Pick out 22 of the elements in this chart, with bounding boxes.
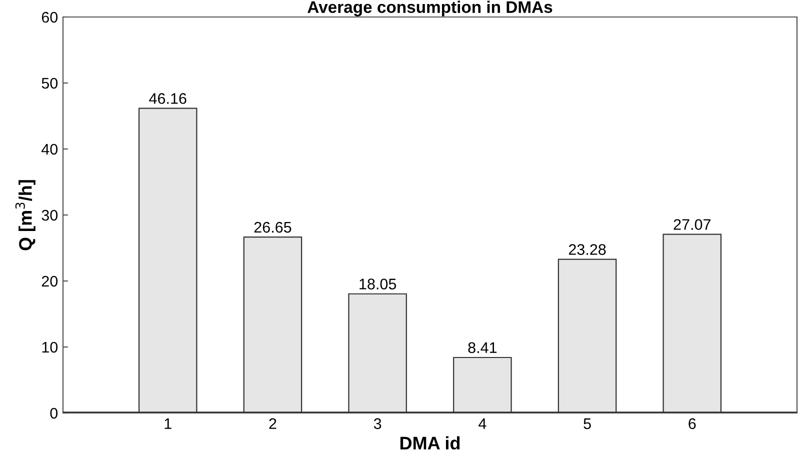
y-tick-label: 30: [42, 210, 58, 221]
data-label: 23.28: [568, 244, 606, 255]
data-label: 27.07: [674, 219, 710, 230]
x-tick-label: 5: [584, 418, 591, 430]
x-tick-label: 4: [478, 418, 486, 429]
x-tick-label: 6: [688, 418, 696, 430]
y-tick-label: 10: [42, 342, 58, 353]
data-label: 8.41: [468, 342, 497, 354]
x-tick-label: 2: [269, 418, 276, 429]
data-label: 46.16: [149, 93, 186, 104]
y-tick-label: 20: [42, 276, 58, 287]
y-tick-label: 50: [42, 78, 58, 89]
data-label: 26.65: [254, 222, 292, 233]
y-axis-title: Q [m$^{3}$/h]: [15, 180, 36, 250]
x-tick-label: 3: [374, 418, 382, 430]
y-tick-label: 40: [42, 144, 58, 155]
y-tick-label: 60: [42, 12, 58, 23]
chart-title: Average consumption in DMAs: [308, 0, 552, 16]
data-label: 18.05: [360, 278, 396, 290]
x-tick-label: 1: [164, 418, 172, 429]
x-axis-title: DMA id: [400, 436, 460, 450]
y-tick-label: 0: [50, 408, 58, 419]
